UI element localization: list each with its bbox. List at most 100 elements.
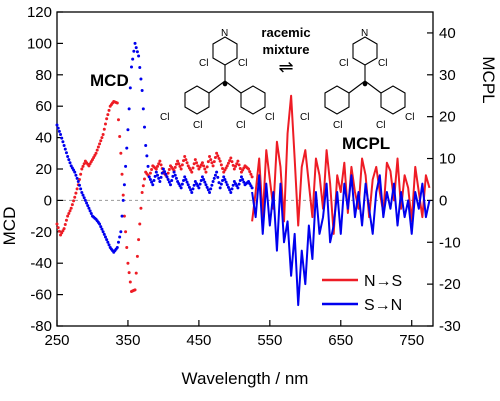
mcd-sn-point bbox=[183, 175, 187, 179]
mcd-sn-point bbox=[156, 173, 160, 177]
mcd-sn-point bbox=[159, 175, 163, 179]
mcd-sn-point bbox=[205, 185, 209, 189]
mcd-sn-point bbox=[124, 164, 128, 168]
mcd-ns-point bbox=[226, 161, 230, 165]
mcd-sn-point bbox=[166, 177, 170, 181]
mcd-ns-point bbox=[81, 164, 85, 168]
mcd-sn-point bbox=[216, 175, 220, 179]
mcd-sn-point bbox=[116, 240, 120, 244]
mcd-sn-point bbox=[146, 164, 150, 168]
mcd-ns-point bbox=[138, 222, 142, 226]
left-molecule-cl: Cl bbox=[238, 58, 247, 69]
mcd-sn-point bbox=[138, 65, 142, 69]
mcd-sn-point bbox=[119, 230, 123, 234]
mcd-ns-point bbox=[142, 177, 146, 181]
mcd-sn-point bbox=[169, 183, 173, 187]
mcd-ns-point bbox=[127, 271, 131, 275]
mcd-ns-point bbox=[228, 159, 232, 163]
mcd-ns-point bbox=[204, 170, 208, 174]
left-molecule-cl: Cl bbox=[199, 58, 208, 69]
mcd-sn-point bbox=[191, 187, 195, 191]
mcd-ns-point bbox=[210, 161, 214, 165]
mcd-sn-point bbox=[126, 128, 130, 132]
y-left-tick-label: 20 bbox=[35, 161, 52, 178]
x-tick-label: 650 bbox=[328, 332, 353, 349]
mcd-ns-point bbox=[202, 164, 206, 168]
mcd-ns-point bbox=[64, 218, 68, 222]
mcd-label: MCD bbox=[90, 71, 129, 90]
mcd-ns-point bbox=[213, 155, 217, 159]
mcd-ns-point bbox=[250, 175, 254, 179]
racemic-annotation-line2: mixture bbox=[263, 42, 310, 57]
mcd-ns-point bbox=[96, 145, 100, 149]
y-right-tick-label: 30 bbox=[439, 67, 456, 84]
mcd-ns-point bbox=[106, 113, 110, 117]
mcd-sn-point bbox=[231, 183, 235, 187]
mcd-ns-point bbox=[179, 167, 183, 171]
x-axis-label: Wavelength / nm bbox=[182, 369, 309, 388]
mcd-sn-point bbox=[137, 54, 141, 58]
mcd-ns-point bbox=[115, 101, 119, 105]
mcd-sn-point bbox=[215, 170, 219, 174]
mcd-ns-point bbox=[141, 184, 145, 188]
mcd-sn-point bbox=[160, 171, 164, 175]
mcd-sn-point bbox=[172, 170, 176, 174]
mcd-ns-point bbox=[72, 199, 76, 203]
right-molecule-cl: Cl bbox=[376, 120, 385, 131]
mcd-sn-point bbox=[82, 196, 86, 200]
mcd-sn-point bbox=[115, 246, 119, 249]
mcd-sn-point bbox=[148, 177, 152, 181]
mcd-ns-point bbox=[212, 160, 216, 164]
mcd-sn-point bbox=[151, 183, 155, 187]
mcd-ns-point bbox=[69, 206, 73, 210]
mcd-sn-point bbox=[223, 177, 227, 181]
mcd-ns-point bbox=[211, 164, 215, 168]
mcd-ns-point bbox=[219, 163, 223, 167]
mcd-ns-point bbox=[126, 261, 130, 265]
mcd-ns-point bbox=[237, 163, 241, 167]
mcd-sn-point bbox=[125, 146, 129, 150]
mcd-ns-point bbox=[80, 167, 84, 171]
mcd-sn-point bbox=[192, 183, 196, 187]
mcd-sn-point bbox=[66, 154, 70, 158]
x-axis-ticks: 250 350 450 550 650 750 bbox=[44, 320, 424, 349]
mcd-ns-point bbox=[205, 165, 209, 169]
y-right-tick-label: -20 bbox=[439, 276, 461, 293]
mcd-sn-point bbox=[131, 57, 135, 61]
mcd-sn-point bbox=[170, 179, 174, 183]
mcd-ns-point bbox=[63, 222, 67, 226]
x-tick-label: 250 bbox=[44, 332, 69, 349]
mcd-sn-point bbox=[225, 183, 229, 187]
mcd-ns-point bbox=[174, 162, 178, 166]
mcd-ns-point bbox=[238, 166, 242, 170]
mcd-ns-point bbox=[56, 226, 60, 230]
mcd-ns-point bbox=[95, 148, 99, 152]
mcd-sn-point bbox=[121, 198, 125, 202]
mcd-sn-point bbox=[154, 170, 158, 174]
mcd-ns-point bbox=[66, 214, 70, 218]
mcd-sn-point bbox=[217, 181, 221, 185]
mcd-sn-point bbox=[86, 204, 90, 208]
mcd-sn-point bbox=[174, 176, 178, 180]
mcd-ns-point bbox=[196, 164, 200, 168]
mcd-sn-point bbox=[218, 186, 222, 190]
mcd-sn-point bbox=[120, 214, 124, 218]
mcd-ns-point bbox=[120, 172, 124, 176]
mcd-ns-point bbox=[55, 222, 59, 226]
mcd-ns-point bbox=[200, 161, 204, 165]
mcd-sn-point bbox=[153, 174, 157, 178]
mcd-sn-point bbox=[171, 174, 175, 178]
mcd-ns-point bbox=[124, 230, 128, 234]
mcd-sn-point bbox=[222, 175, 226, 179]
mcd-sn-point bbox=[142, 125, 146, 129]
y-left-tick-label: 60 bbox=[35, 98, 52, 115]
y-left-tick-label: 100 bbox=[27, 35, 52, 52]
y-right-tick-label: 20 bbox=[439, 109, 456, 126]
mcd-sn-point bbox=[206, 188, 210, 192]
racemic-annotation-line1: racemic bbox=[261, 25, 310, 40]
mcd-sn-point bbox=[73, 170, 77, 174]
mcd-ns-point bbox=[154, 167, 158, 171]
mcd-ns-point bbox=[82, 162, 86, 166]
mcpl-label: MCPL bbox=[342, 134, 390, 153]
mcd-sn-point bbox=[147, 175, 151, 179]
